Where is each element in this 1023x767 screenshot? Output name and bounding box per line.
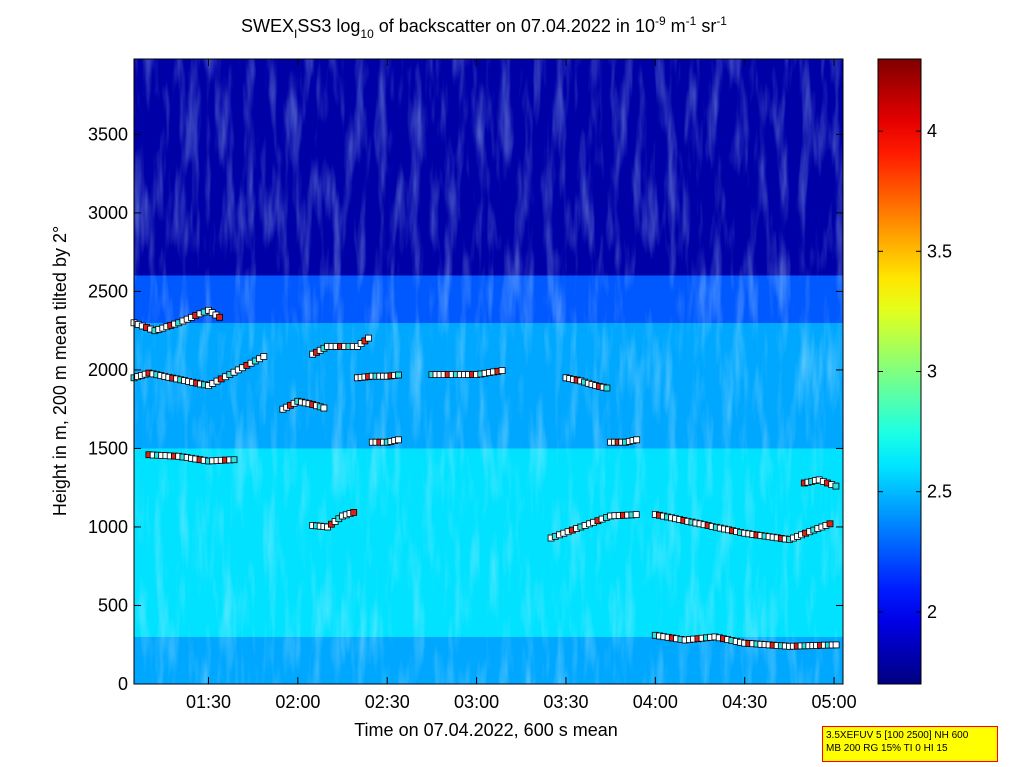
cloud-base-point — [320, 404, 328, 412]
cloud-base-point — [826, 520, 834, 528]
cloud-base-point — [633, 436, 641, 444]
chart-title: SWEXISS3 log10 of backscatter on 07.04.2… — [241, 14, 727, 41]
y-tick-label: 1000 — [88, 517, 128, 537]
colorbar-tick-label: 2.5 — [927, 482, 952, 502]
x-tick-label: 01:30 — [186, 692, 231, 712]
cloud-base-point — [832, 482, 840, 490]
y-tick-label: 0 — [118, 674, 128, 694]
cloud-base-series — [547, 511, 640, 542]
cloud-base-series — [309, 508, 358, 531]
y-tick-label: 3500 — [88, 124, 128, 144]
x-tick-label: 02:00 — [275, 692, 320, 712]
colorbar-tick-label: 4 — [927, 121, 937, 141]
colorbar-ticks: 2 2.5 3 3.5 4 — [878, 121, 952, 622]
cloud-base-series — [562, 374, 611, 392]
processing-info-line-1: 3.5XEFUV 5 [100 2500] NH 600 — [826, 730, 969, 741]
cloud-base-point — [632, 511, 640, 519]
y-tick-label: 1500 — [88, 438, 128, 458]
cloud-base-point — [260, 353, 268, 360]
x-axis: 01:30 02:00 02:30 03:00 03:30 04:00 04:30 05:00 — [186, 59, 857, 712]
x-tick-label: 03:00 — [454, 692, 499, 712]
colorbar-tick-label: 3.5 — [927, 241, 952, 261]
colorbar-tick-label: 3 — [927, 362, 937, 382]
x-tick-label: 05:00 — [812, 692, 857, 712]
x-tick-label: 02:30 — [365, 692, 410, 712]
y-axis: 0 500 1000 1500 2000 2500 3000 3500 — [88, 124, 843, 694]
plot-area: 01:30 02:00 02:30 03:00 03:30 04:00 04:30 05:00… — [88, 58, 857, 712]
cloud-base-series — [428, 367, 506, 379]
plot-frame — [133, 58, 844, 685]
processing-info-line-2: MB 200 RG 15% TI 0 HI 15 — [826, 743, 948, 754]
cloud-base-series — [145, 451, 238, 465]
x-tick-label: 03:30 — [543, 692, 588, 712]
cloud-base-point — [394, 436, 402, 444]
y-tick-label: 2000 — [88, 360, 128, 380]
cloud-base-point — [216, 313, 224, 321]
cloud-base-point — [394, 371, 402, 379]
cloud-base-series — [353, 371, 402, 382]
cloud-base-series — [130, 353, 268, 390]
cloud-base-series — [800, 476, 840, 490]
colorbar-tick-label: 2 — [927, 602, 937, 622]
cloud-base-series — [279, 397, 328, 413]
cloud-base-point — [832, 641, 840, 649]
x-axis-label: Time on 07.04.2022, 600 s mean — [354, 720, 618, 740]
cloud-base-point — [365, 334, 373, 342]
cloud-base-point — [230, 456, 238, 464]
colorbar-ramp — [878, 59, 921, 684]
cloud-base-point — [603, 384, 611, 392]
colorbar: 2 2.5 3 3.5 4 — [877, 58, 952, 685]
processing-info-box: 3.5XEFUV 5 [100 2500] NH 600 MB 200 RG 1… — [822, 726, 998, 762]
cloud-base-series — [651, 510, 834, 543]
cloud-base-point — [350, 508, 358, 516]
cloud-base-series — [130, 306, 224, 335]
cloud-base-series — [651, 631, 840, 650]
y-tick-label: 2500 — [88, 281, 128, 301]
x-tick-label: 04:00 — [633, 692, 678, 712]
cloud-base-series — [368, 436, 402, 446]
cloud-base-point — [498, 367, 506, 375]
y-tick-label: 3000 — [88, 203, 128, 223]
y-tick-label: 500 — [98, 595, 128, 615]
cloud-base-markers — [130, 306, 840, 650]
x-tick-label: 04:30 — [722, 692, 767, 712]
y-axis-label: Height in m, 200 m mean tilted by 2° — [50, 226, 70, 516]
cloud-base-series — [309, 334, 373, 358]
cloud-base-series — [607, 436, 641, 446]
